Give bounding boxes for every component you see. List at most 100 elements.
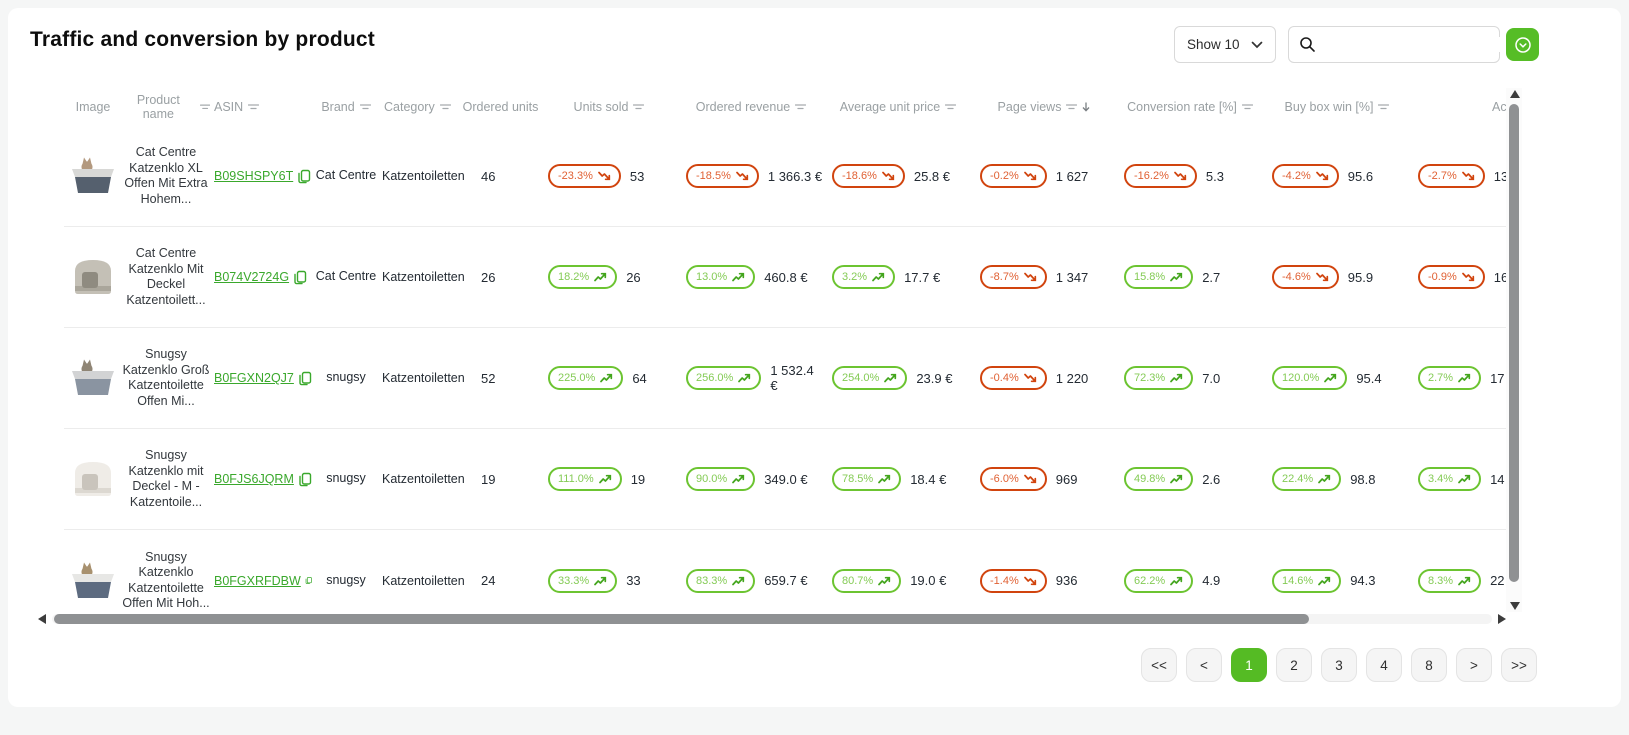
avg_unit_price-change-badge: 80.7% [832,568,902,593]
first-page-button[interactable]: << [1141,648,1177,682]
copy-icon[interactable] [305,573,312,588]
vertical-scrollbar[interactable] [1506,88,1522,612]
collapse-table-button[interactable] [1506,28,1539,61]
buy_box_win-value: 94.3 [1350,573,1376,588]
trend-up-icon [1170,373,1183,383]
copy-icon[interactable] [297,169,311,184]
page_views-change-badge: -6.0% [980,467,1047,491]
extra-change-badge: -0.9% [1418,265,1485,289]
filter-icon[interactable] [199,104,210,111]
buy_box_win-change-badge: 14.6% [1272,568,1342,593]
asin-link[interactable]: B0FGXRFDBW [214,573,301,588]
page-button-1[interactable]: 1 [1231,648,1267,682]
avg_unit_price-value: 25.8 € [913,168,951,184]
next-page-button[interactable]: > [1456,648,1492,682]
ordered-units-value: 19 [481,471,496,487]
asin-link[interactable]: B09SHSPY6T [214,169,294,183]
column-header-category[interactable]: Category [380,100,466,114]
prev-page-button[interactable]: < [1186,648,1222,682]
ordered_revenue-value: 349.0 € [764,471,808,487]
copy-icon[interactable] [293,270,307,285]
horizontal-scrollbar[interactable] [38,612,1506,626]
filter-icon[interactable] [633,103,645,111]
scroll-left-icon[interactable] [38,614,46,624]
units_sold-cell: 111.0% 19 [540,467,678,491]
column-header-product_name[interactable]: Product name [122,93,210,121]
page-button-2[interactable]: 2 [1276,648,1312,682]
ordered_revenue-cell: -18.5% 1 366.3 € [678,164,824,188]
change-percent: 2.7% [1428,372,1454,384]
scroll-up-icon[interactable] [1510,90,1520,98]
change-percent: 49.8% [1134,473,1166,485]
ordered_revenue-change-badge: 90.0% [686,467,756,491]
column-header-buy_box_win[interactable]: Buy box win [%] [1264,100,1410,114]
ordered_revenue-change-badge: 13.0% [686,265,756,289]
column-header-ordered_units[interactable]: Ordered units [463,100,540,114]
extra-value: 17 [1490,370,1505,386]
conversion_rate-value: 7.0 [1202,370,1221,386]
asin-link[interactable]: B0FJS6JQRM [214,472,294,486]
trend-down-icon [736,171,749,181]
asin-link[interactable]: B074V2724G [214,270,290,284]
column-header-ordered_revenue[interactable]: Ordered revenue [678,100,824,114]
ordered-units-value: 24 [481,573,496,588]
page-button-4[interactable]: 4 [1366,648,1402,682]
column-header-conversion_rate[interactable]: Conversion rate [%] [1116,100,1264,114]
units_sold-value: 33 [626,573,641,588]
sort-desc-icon [1082,102,1090,112]
filter-icon[interactable] [1066,103,1078,111]
traffic-conversion-panel: Traffic and conversion by product Show 1… [8,8,1621,707]
filter-icon[interactable] [795,103,807,111]
trend-down-icon [598,171,611,181]
vertical-scrollbar-thumb[interactable] [1509,104,1519,582]
copy-icon[interactable] [298,472,312,487]
column-header-page_views[interactable]: Page views [972,100,1116,114]
page-button-3[interactable]: 3 [1321,648,1357,682]
asin-link[interactable]: B0FGXN2QJ7 [214,371,294,385]
trend-up-icon [598,474,611,484]
table-row: Snugsy Katzenklo Groß Katzentoilette Off… [64,328,1512,429]
category: Katzentoiletten [382,472,465,486]
change-percent: -4.2% [1282,170,1311,182]
change-percent: -6.0% [990,473,1019,485]
filter-icon[interactable] [1378,103,1390,111]
change-percent: -23.3% [558,170,593,182]
page-button-8[interactable]: 8 [1411,648,1447,682]
column-header-asin[interactable]: ASIN [210,100,312,114]
circle-chevron-down-icon [1514,36,1532,54]
column-header-avg_unit_price[interactable]: Average unit price [824,100,972,114]
copy-icon[interactable] [298,371,312,386]
column-label: ASIN [214,100,244,114]
units_sold-value: 53 [629,168,645,184]
extra-value: 16 [1493,269,1509,285]
conversion_rate-cell: 72.3% 7.0 [1116,366,1264,390]
conversion_rate-change-badge: 62.2% [1124,568,1194,593]
page_views-cell: -0.2% 1 627 [972,164,1116,188]
scroll-down-icon[interactable] [1510,602,1520,610]
filter-icon[interactable] [359,103,371,111]
filter-icon[interactable] [248,103,260,111]
horizontal-scrollbar-track[interactable] [52,614,1492,624]
change-percent: 15.8% [1134,271,1166,283]
extra-value: 22 [1490,573,1505,588]
avg_unit_price-cell: -18.6% 25.8 € [824,164,972,188]
last-page-button[interactable]: >> [1501,648,1537,682]
filter-icon[interactable] [1241,103,1253,111]
buy_box_win-value: 95.9 [1347,269,1374,285]
page_views-cell: -6.0% 969 [972,467,1116,491]
buy_box_win-value: 95.6 [1347,168,1374,184]
page_views-cell: -8.7% 1 347 [972,265,1116,289]
filter-icon[interactable] [945,103,957,111]
scroll-right-icon[interactable] [1498,614,1506,624]
page_views-value: 1 347 [1055,269,1089,285]
buy_box_win-value: 98.8 [1350,471,1376,487]
horizontal-scrollbar-thumb[interactable] [54,614,1309,624]
search-input[interactable] [1324,37,1500,52]
avg_unit_price-change-badge: 3.2% [832,265,896,289]
avg_unit_price-cell: 254.0% 23.9 € [824,366,972,390]
trend-down-icon [882,171,895,181]
column-header-brand[interactable]: Brand [312,100,380,114]
show-entries-select[interactable]: Show 10 [1174,26,1276,63]
column-header-units_sold[interactable]: Units sold [540,100,678,114]
filter-icon[interactable] [439,103,451,111]
